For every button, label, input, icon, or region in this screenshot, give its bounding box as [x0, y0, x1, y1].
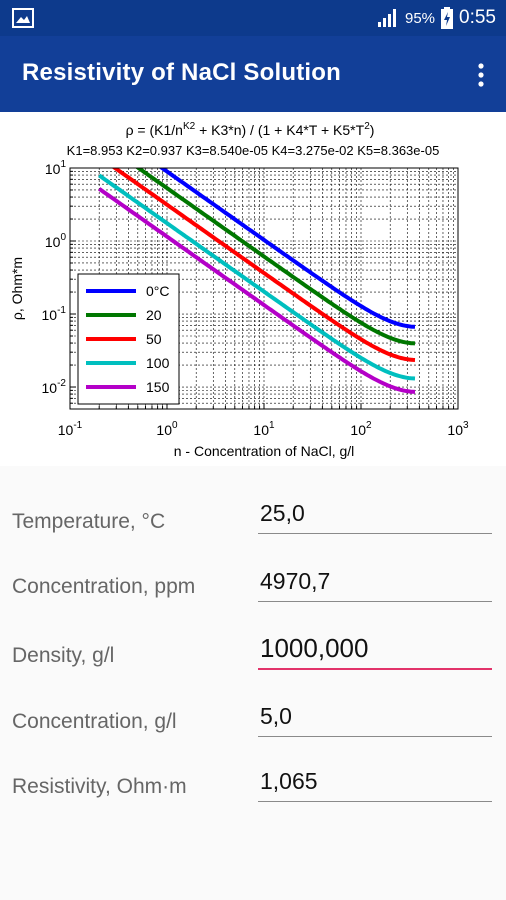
temperature-label: Temperature, °C	[12, 510, 166, 533]
concentration-ppm-label: Concentration, ppm	[12, 575, 196, 598]
app-title: Resistivity of NaCl Solution	[22, 59, 341, 86]
legend-label: 150	[146, 379, 170, 395]
y-tick-label: 10-2	[42, 378, 67, 396]
temperature-row: Temperature, °C	[0, 484, 506, 550]
concentration-ppm-row: Concentration, ppm	[0, 553, 506, 619]
chart-formula: ρ = (K1/nK2 + K3*n) / (1 + K4*T + K5*T2)	[126, 121, 375, 138]
legend-label: 100	[146, 355, 170, 371]
chart-legend: 0°C 20 50 100 150	[77, 273, 180, 405]
chart-constants: K1=8.953 K2=0.937 K3=8.540e-05 K4=3.275e…	[67, 143, 440, 158]
temperature-input[interactable]	[258, 493, 492, 534]
y-tick-label: 101	[45, 159, 67, 177]
density-label: Density, g/l	[12, 644, 115, 667]
battery-charging-icon	[441, 7, 454, 29]
chart-area: ρ = (K1/nK2 + K3*n) / (1 + K4*T + K5*T2)…	[0, 112, 506, 466]
resistivity-chart: ρ = (K1/nK2 + K3*n) / (1 + K4*T + K5*T2)…	[9, 121, 469, 459]
resistivity-output[interactable]	[258, 761, 492, 802]
clock: 0:55	[459, 7, 496, 28]
image-icon	[12, 8, 34, 28]
signal-icon	[377, 9, 396, 27]
chart-curves	[98, 168, 416, 394]
x-axis-label: n - Concentration of NaCl, g/l	[174, 443, 355, 459]
battery-percent: 95%	[404, 9, 436, 27]
series-line	[98, 187, 416, 394]
resistivity-label: Resistivity, Ohm·m	[12, 775, 187, 798]
concentration-gl-input[interactable]	[258, 696, 492, 737]
series-line	[135, 168, 416, 346]
legend-label: 0°C	[146, 283, 170, 299]
y-tick-label: 10-1	[42, 305, 67, 323]
series-line	[111, 168, 416, 362]
status-bar: 95% 0:55	[0, 0, 506, 36]
x-tick-label: 101	[253, 420, 275, 438]
y-axis-label: ρ, Ohm*m	[9, 257, 25, 320]
x-tick-label: 102	[350, 420, 372, 438]
series-line	[98, 173, 416, 381]
resistivity-row: Resistivity, Ohm·m	[0, 753, 506, 819]
legend-label: 50	[146, 331, 162, 347]
x-tick-label: 10-1	[58, 420, 83, 438]
axis-ticks: 10-1 100 101 102 103 10-2 10-1 100 101	[42, 159, 469, 438]
series-line	[158, 168, 416, 329]
concentration-gl-row: Concentration, g/l	[0, 688, 506, 754]
concentration-gl-label: Concentration, g/l	[12, 710, 177, 733]
y-tick-label: 100	[45, 232, 67, 250]
app-bar: Resistivity of NaCl Solution	[0, 36, 506, 112]
more-vert-icon[interactable]	[474, 61, 488, 89]
legend-label: 20	[146, 307, 162, 323]
density-row: Density, g/l	[0, 623, 506, 689]
x-tick-label: 100	[156, 420, 178, 438]
concentration-ppm-input[interactable]	[258, 561, 492, 602]
x-tick-label: 103	[447, 420, 469, 438]
density-input[interactable]	[258, 628, 492, 670]
input-form: Temperature, °C Concentration, ppm Densi…	[0, 466, 506, 900]
